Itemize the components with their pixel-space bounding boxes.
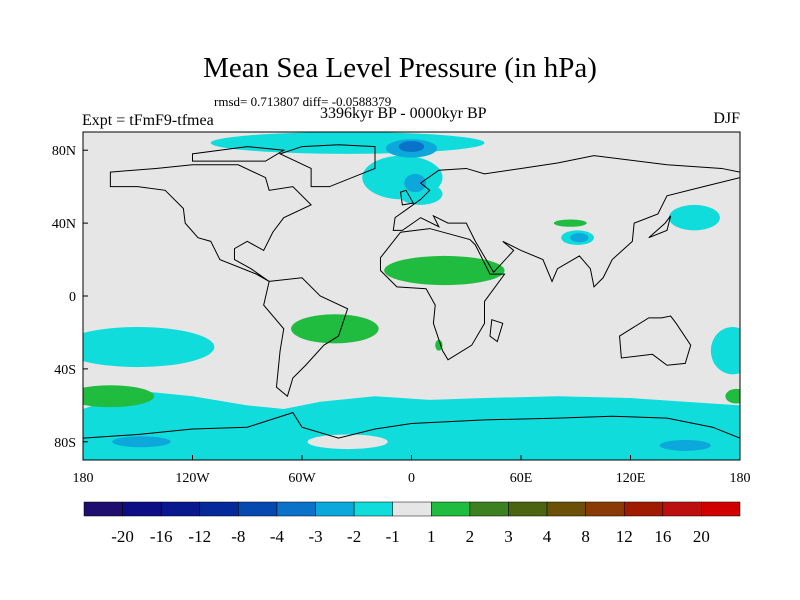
colorbar-label: 2 xyxy=(466,527,475,546)
anomaly-tasman xyxy=(710,326,740,375)
coastline-south-america xyxy=(263,277,349,398)
anomaly-south-pacific-green xyxy=(83,385,155,408)
anomaly-antarctic-blue-1 xyxy=(112,436,171,448)
x-tick-label: 120W xyxy=(175,471,210,486)
colorbar-label: 4 xyxy=(543,527,552,546)
anomaly-weddell xyxy=(307,434,388,450)
colorbar-label: 1 xyxy=(427,527,436,546)
southern-ocean-anomaly xyxy=(83,390,740,460)
anomaly-nordic-core xyxy=(404,173,427,193)
stats-label: rmsd= 0.713807 diff= -0.0588379 xyxy=(214,94,392,109)
colorbar-label: -4 xyxy=(270,527,285,546)
y-tick-label: 80N xyxy=(52,144,76,159)
colorbar-label: 8 xyxy=(581,527,590,546)
anomaly-north-pacific xyxy=(668,204,720,231)
colorbar-swatch xyxy=(623,501,664,517)
colorbar-swatch xyxy=(585,501,625,517)
y-tick-label: 40S xyxy=(54,363,76,378)
y-tick-label: 0 xyxy=(69,290,76,305)
coastline-japan xyxy=(648,215,672,239)
anomaly-tasman-green xyxy=(725,388,740,404)
colorbar-label: -2 xyxy=(347,527,361,546)
colorbar-swatch xyxy=(238,501,278,517)
coastline-greenland xyxy=(278,144,376,188)
colorbar-label: -16 xyxy=(150,527,173,546)
x-tick-label: 0 xyxy=(408,471,415,486)
coastline-canadian-arctic xyxy=(192,146,286,162)
x-tick-label: 180 xyxy=(73,471,94,486)
colorbar-swatch xyxy=(662,501,702,517)
y-tick-label: 80S xyxy=(54,436,76,451)
colorbar-swatch xyxy=(276,501,316,517)
coastline-uk xyxy=(399,189,415,206)
figure-title: Mean Sea Level Pressure (in hPa) xyxy=(203,52,597,84)
x-tick-label: 180 xyxy=(730,471,751,486)
colorbar-label: -1 xyxy=(386,527,400,546)
colorbar-swatch xyxy=(315,501,355,517)
anomaly-southern-africa xyxy=(435,339,443,351)
colorbar-label: -12 xyxy=(188,527,211,546)
colorbar-label: 12 xyxy=(616,527,633,546)
coastline-antarctica xyxy=(83,412,740,460)
anomaly-tibet-green xyxy=(553,219,587,227)
map-layer xyxy=(83,132,740,460)
season-label: DJF xyxy=(713,110,740,127)
colorbar-label: 20 xyxy=(693,527,710,546)
anomaly-arctic xyxy=(210,132,485,154)
colorbar-swatch xyxy=(122,501,162,517)
colorbar-swatch xyxy=(83,501,123,517)
colorbar-swatch xyxy=(546,501,586,517)
y-tick-label: 40N xyxy=(52,217,76,232)
coastline-africa xyxy=(379,228,506,361)
colorbar-label: -20 xyxy=(111,527,134,546)
anomaly-south-america xyxy=(291,314,379,344)
coastline-madagascar xyxy=(489,319,504,343)
anomaly-tibet-core xyxy=(570,233,589,243)
anomaly-south-pacific xyxy=(83,326,215,368)
coastline-north-america xyxy=(109,164,312,282)
colorbar-swatch xyxy=(701,501,741,517)
colorbar-swatch xyxy=(469,501,509,517)
x-tick-label: 120E xyxy=(616,471,646,486)
coastline-australia xyxy=(619,315,692,366)
colorbar-label: 3 xyxy=(504,527,513,546)
x-tick-label: 60E xyxy=(510,471,533,486)
coastline-eurasia xyxy=(392,155,740,288)
colorbar-swatch xyxy=(160,501,201,517)
period-label: 3396kyr BP - 0000kyr BP xyxy=(320,105,487,122)
anomaly-antarctic-blue-2 xyxy=(659,439,711,451)
colorbar-swatch xyxy=(392,501,432,517)
colorbar-swatch xyxy=(431,501,471,517)
colorbar-swatch xyxy=(353,501,393,517)
x-tick-label: 60W xyxy=(288,471,316,486)
colorbar-swatch xyxy=(508,501,548,517)
colorbar-label: -3 xyxy=(308,527,322,546)
anomaly-arctic-core-deep xyxy=(398,141,425,153)
colorbar-swatch xyxy=(199,501,239,517)
experiment-label: Expt = tFmF9-tfmea xyxy=(82,112,214,129)
colorbar-label: -8 xyxy=(231,527,245,546)
colorbar-label: 16 xyxy=(654,527,671,546)
anomaly-sahara xyxy=(384,255,505,286)
